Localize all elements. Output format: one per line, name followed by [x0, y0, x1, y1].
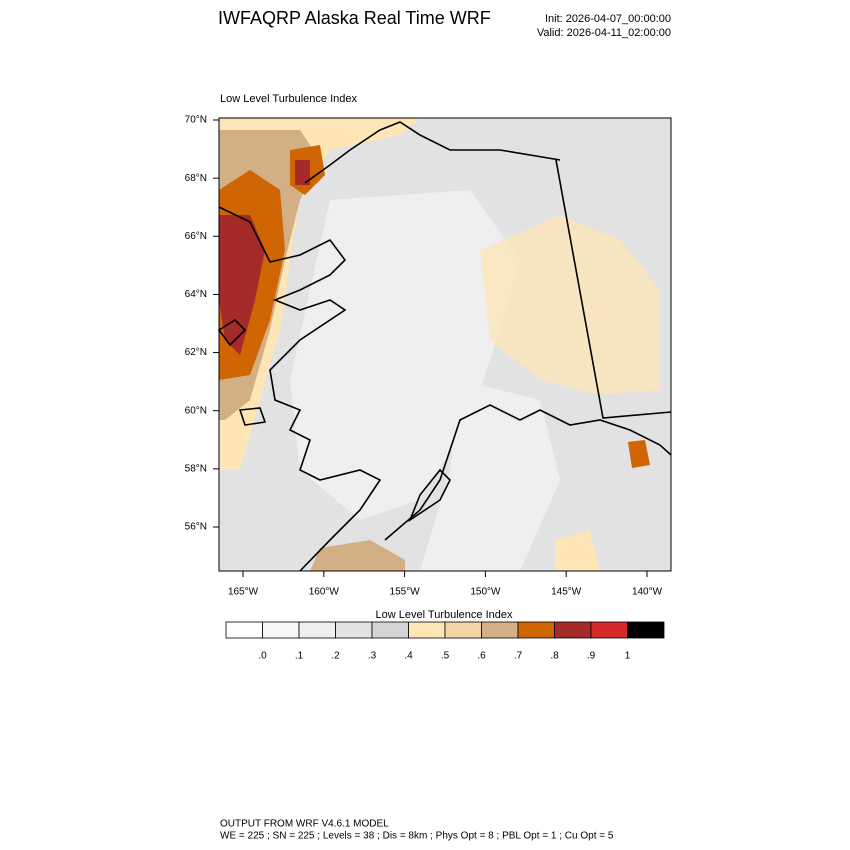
coastline	[304, 121, 561, 184]
colorbar-box	[371, 621, 409, 639]
lon-label: 160°W	[309, 587, 340, 598]
colorbar-label: .6	[477, 651, 486, 662]
field-severe	[219, 215, 265, 355]
colorbar-label: .7	[514, 651, 523, 662]
colorbar-box	[335, 621, 373, 639]
field-low	[290, 190, 520, 520]
title: IWFAQRP Alaska Real Time WRF	[218, 8, 491, 28]
colorbar-box	[298, 621, 336, 639]
colorbar-box	[481, 621, 519, 639]
colorbar-box	[590, 621, 628, 639]
map-frame	[218, 117, 672, 572]
field-low	[420, 380, 560, 571]
lon-label: 150°W	[470, 587, 501, 598]
colorbar-label: .1	[295, 651, 304, 662]
field-severe	[295, 160, 310, 185]
border	[555, 159, 672, 419]
lat-label: 58°N	[185, 463, 207, 474]
colorbar-label: .2	[331, 651, 340, 662]
footer-line: OUTPUT FROM WRF V4.6.1 MODEL	[220, 819, 389, 830]
colorbar-label: .4	[404, 651, 413, 662]
lat-label: 70°N	[185, 115, 207, 126]
colorbar-label: 1	[625, 651, 631, 662]
field-moderate	[555, 530, 600, 571]
field-high	[310, 540, 405, 571]
colorbar-label: .0	[258, 651, 267, 662]
colorbar-label: .9	[587, 651, 596, 662]
coastline	[218, 206, 382, 572]
lat-label: 60°N	[185, 405, 207, 416]
colorbar-box	[225, 621, 263, 639]
lat-label: 66°N	[185, 231, 207, 242]
lon-label: 145°W	[551, 587, 582, 598]
colorbar-box	[517, 621, 555, 639]
field-moderate	[480, 215, 660, 395]
coastline	[217, 318, 451, 523]
lon-label: 155°W	[390, 587, 421, 598]
lat-label: 62°N	[185, 347, 207, 358]
coastline	[384, 404, 672, 541]
lat-label: 64°N	[185, 289, 207, 300]
map-subtitle: Low Level Turbulence Index	[220, 93, 357, 105]
init-time: Init: 2026-04-07_00:00:00	[545, 13, 671, 25]
valid-time: Valid: 2026-04-11_02:00:00	[537, 27, 671, 39]
map-field	[217, 117, 672, 572]
footer-line: WE = 225 ; SN = 225 ; Levels = 38 ; Dis …	[220, 831, 614, 842]
colorbar-label: .8	[550, 651, 559, 662]
colorbar-box	[262, 621, 300, 639]
lat-label: 68°N	[185, 173, 207, 184]
colorbar-title: Low Level Turbulence Index	[376, 609, 513, 621]
colorbar-box	[408, 621, 446, 639]
colorbar-label: .5	[441, 651, 450, 662]
lon-label: 140°W	[632, 587, 663, 598]
colorbar-box	[444, 621, 482, 639]
field-very-high	[628, 440, 650, 468]
colorbar-box	[627, 621, 665, 639]
colorbar-box	[554, 621, 592, 639]
lat-label: 56°N	[185, 522, 207, 533]
colorbar-label: .3	[368, 651, 377, 662]
lon-label: 165°W	[228, 587, 259, 598]
